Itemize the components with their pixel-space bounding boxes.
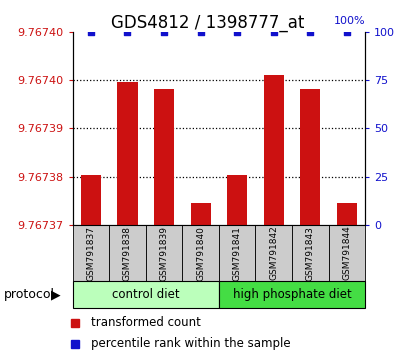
Text: GSM791844: GSM791844: [342, 226, 352, 280]
Text: GDS4812 / 1398777_at: GDS4812 / 1398777_at: [111, 14, 304, 32]
Text: GSM791843: GSM791843: [306, 225, 315, 281]
Point: [271, 29, 277, 35]
Bar: [219, 225, 256, 281]
Bar: [154, 89, 174, 225]
Text: GSM791841: GSM791841: [233, 225, 242, 281]
Text: GSM791838: GSM791838: [123, 225, 132, 281]
Bar: [182, 225, 219, 281]
Text: GSM791840: GSM791840: [196, 225, 205, 281]
Text: transformed count: transformed count: [91, 316, 201, 329]
Bar: [109, 225, 146, 281]
Bar: [329, 225, 365, 281]
Point: [124, 29, 131, 35]
Bar: [264, 75, 284, 225]
Text: percentile rank within the sample: percentile rank within the sample: [91, 337, 291, 350]
Point: [197, 29, 204, 35]
Point: [161, 29, 167, 35]
Text: GSM791839: GSM791839: [159, 225, 168, 281]
Bar: [190, 203, 211, 225]
Bar: [117, 82, 137, 225]
Bar: [81, 175, 101, 225]
Text: control diet: control diet: [112, 288, 180, 301]
Point: [307, 29, 314, 35]
Bar: [219, 281, 365, 308]
Bar: [227, 175, 247, 225]
Bar: [292, 225, 329, 281]
Text: high phosphate diet: high phosphate diet: [233, 288, 352, 301]
Bar: [300, 89, 320, 225]
Point: [344, 29, 350, 35]
Bar: [256, 225, 292, 281]
Point: [88, 29, 94, 35]
Text: ▶: ▶: [51, 288, 61, 301]
Text: 100%: 100%: [334, 16, 365, 26]
Text: protocol: protocol: [4, 288, 55, 301]
Bar: [73, 281, 219, 308]
Bar: [146, 225, 182, 281]
Bar: [73, 225, 109, 281]
Text: GSM791837: GSM791837: [86, 225, 95, 281]
Text: GSM791842: GSM791842: [269, 226, 278, 280]
Bar: [337, 203, 357, 225]
Point: [234, 29, 241, 35]
